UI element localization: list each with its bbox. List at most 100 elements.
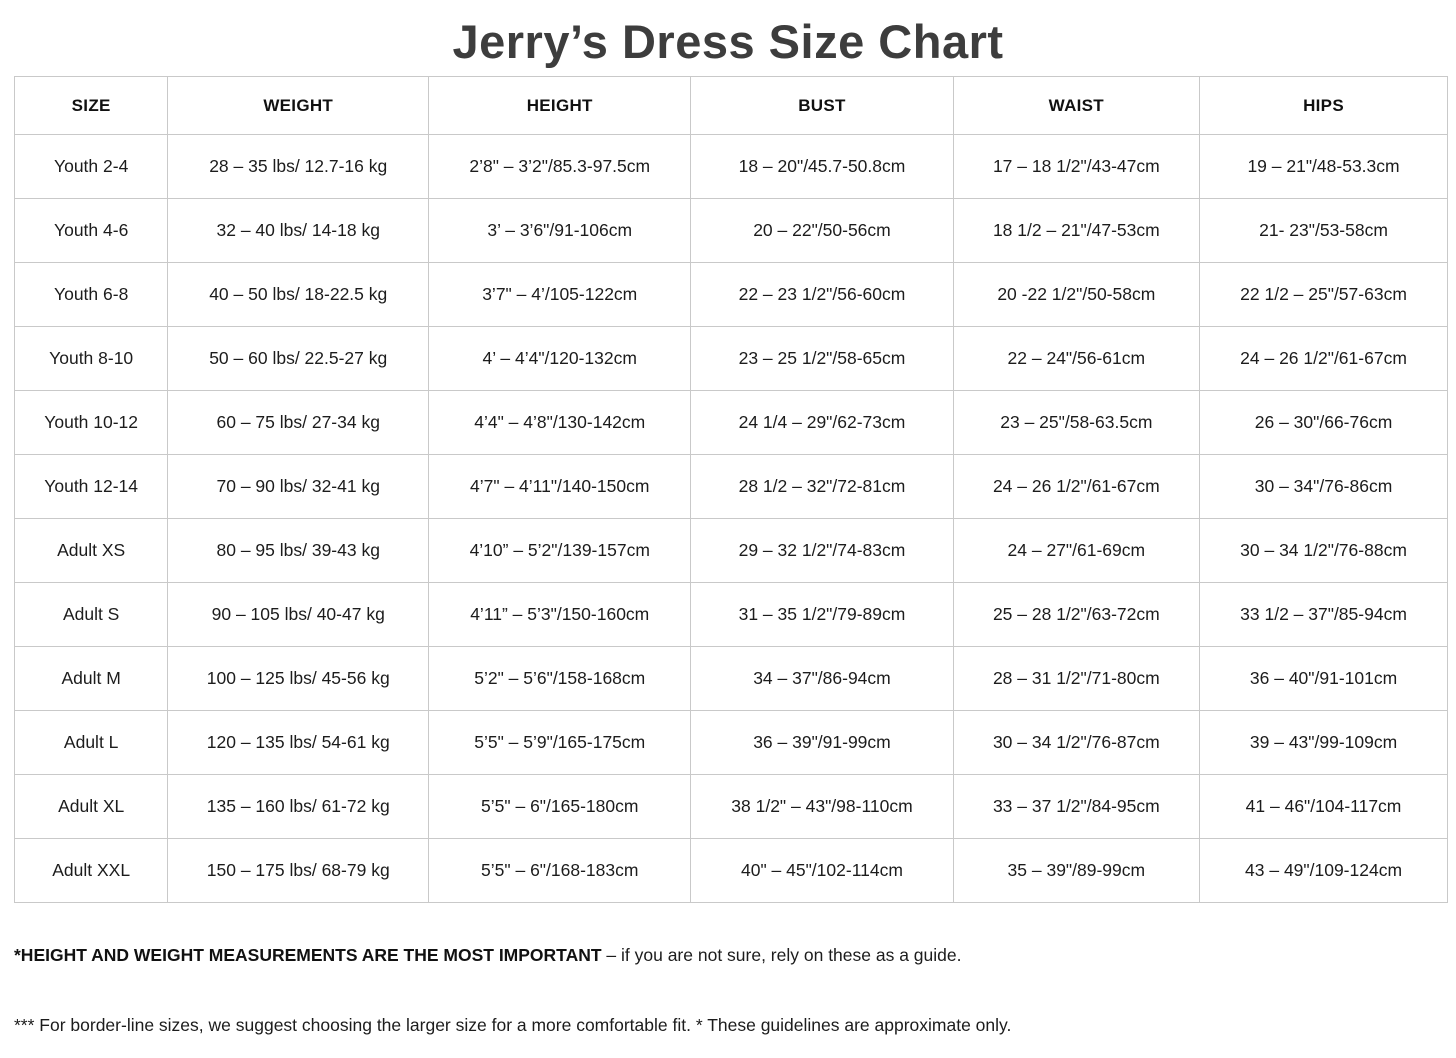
size-cell: Youth 12-14 xyxy=(13,454,169,519)
size-cell: Adult XS xyxy=(13,518,169,583)
table-row: Youth 8-10 50 – 60 lbs/ 22.5-27 kg 4’ – 4’… xyxy=(13,326,1448,391)
table-row: Youth 10-12 60 – 75 lbs/ 27-34 kg 4’4" – 4… xyxy=(13,390,1448,455)
table-cell: 26 – 30"/66-76cm xyxy=(1199,390,1448,455)
table-cell: 34 – 37"/86-94cm xyxy=(690,646,954,711)
size-cell: Youth 8-10 xyxy=(13,326,169,391)
table-cell: 60 – 75 lbs/ 27-34 kg xyxy=(167,390,430,455)
size-cell: Adult XXL xyxy=(13,838,169,903)
table-cell: 40 – 50 lbs/ 18-22.5 kg xyxy=(167,262,430,327)
table-cell: 150 – 175 lbs/ 68-79 kg xyxy=(167,838,430,903)
column-header-size: SIZE xyxy=(13,76,169,135)
table-row: Adult XL 135 – 160 lbs/ 61-72 kg 5’5" – 6"… xyxy=(13,774,1448,839)
table-cell: 43 – 49"/109-124cm xyxy=(1199,838,1448,903)
table-row: Adult XXL 150 – 175 lbs/ 68-79 kg 5’5" – 6… xyxy=(13,838,1448,903)
table-cell: 38 1/2" – 43"/98-110cm xyxy=(690,774,954,839)
table-cell: 22 – 24"/56-61cm xyxy=(952,326,1201,391)
size-cell: Youth 2-4 xyxy=(13,134,169,199)
table-cell: 4’11” – 5’3"/150-160cm xyxy=(428,582,692,647)
table-cell: 28 – 31 1/2"/71-80cm xyxy=(952,646,1201,711)
table-row: Adult S 90 – 105 lbs/ 40-47 kg 4’11” – 5’3… xyxy=(13,582,1448,647)
table-cell: 30 – 34 1/2"/76-87cm xyxy=(952,710,1201,775)
table-cell: 5’5" – 5’9"/165-175cm xyxy=(428,710,692,775)
table-row: Youth 12-14 70 – 90 lbs/ 32-41 kg 4’7" – 4… xyxy=(13,454,1448,519)
table-cell: 18 1/2 – 21"/47-53cm xyxy=(952,198,1201,263)
table-cell: 24 – 26 1/2"/61-67cm xyxy=(952,454,1201,519)
table-cell: 22 1/2 – 25"/57-63cm xyxy=(1199,262,1448,327)
table-cell: 4’10” – 5’2"/139-157cm xyxy=(428,518,692,583)
table-cell: 35 – 39"/89-99cm xyxy=(952,838,1201,903)
table-cell: 33 – 37 1/2"/84-95cm xyxy=(952,774,1201,839)
footnotes: *HEIGHT AND WEIGHT MEASUREMENTS ARE THE … xyxy=(14,944,1442,1037)
table-cell: 5’2" – 5’6"/158-168cm xyxy=(428,646,692,711)
table-cell: 5’5" – 6"/165-180cm xyxy=(428,774,692,839)
size-cell: Adult M xyxy=(13,646,169,711)
table-cell: 41 – 46"/104-117cm xyxy=(1199,774,1448,839)
table-cell: 24 1/4 – 29"/62-73cm xyxy=(690,390,954,455)
table-cell: 135 – 160 lbs/ 61-72 kg xyxy=(167,774,430,839)
size-cell: Youth 6-8 xyxy=(13,262,169,327)
table-cell: 20 – 22"/50-56cm xyxy=(690,198,954,263)
table-cell: 36 – 40"/91-101cm xyxy=(1199,646,1448,711)
size-cell: Adult XL xyxy=(13,774,169,839)
table-cell: 90 – 105 lbs/ 40-47 kg xyxy=(167,582,430,647)
table-cell: 24 – 26 1/2"/61-67cm xyxy=(1199,326,1448,391)
footnote-bold-text: *HEIGHT AND WEIGHT MEASUREMENTS ARE THE … xyxy=(14,945,602,965)
table-row: Youth 2-4 28 – 35 lbs/ 12.7-16 kg 2’8" – 3… xyxy=(13,134,1448,199)
table-cell: 31 – 35 1/2"/79-89cm xyxy=(690,582,954,647)
column-header-height: HEIGHT xyxy=(428,76,692,135)
table-cell: 4’4" – 4’8"/130-142cm xyxy=(428,390,692,455)
table-cell: 17 – 18 1/2"/43-47cm xyxy=(952,134,1201,199)
table-header: SIZE WEIGHT HEIGHT BUST WAIST HIPS xyxy=(13,76,1448,135)
table-cell: 39 – 43"/99-109cm xyxy=(1199,710,1448,775)
table-cell: 2’8" – 3’2"/85.3-97.5cm xyxy=(428,134,692,199)
table-cell: 80 – 95 lbs/ 39-43 kg xyxy=(167,518,430,583)
table-cell: 40" – 45"/102-114cm xyxy=(690,838,954,903)
table-cell: 23 – 25 1/2"/58-65cm xyxy=(690,326,954,391)
column-header-hips: HIPS xyxy=(1199,76,1448,135)
table-cell: 70 – 90 lbs/ 32-41 kg xyxy=(167,454,430,519)
table-body: Youth 2-4 28 – 35 lbs/ 12.7-16 kg 2’8" – 3… xyxy=(13,134,1448,903)
table-cell: 32 – 40 lbs/ 14-18 kg xyxy=(167,198,430,263)
table-cell: 33 1/2 – 37"/85-94cm xyxy=(1199,582,1448,647)
table-cell: 4’7" – 4’11"/140-150cm xyxy=(428,454,692,519)
table-cell: 24 – 27"/61-69cm xyxy=(952,518,1201,583)
footnote-borderline-sizes: *** For border-line sizes, we suggest ch… xyxy=(14,1014,1012,1035)
table-cell: 28 1/2 – 32"/72-81cm xyxy=(690,454,954,519)
table-cell: 120 – 135 lbs/ 54-61 kg xyxy=(167,710,430,775)
table-cell: 23 – 25"/58-63.5cm xyxy=(952,390,1201,455)
table-cell: 25 – 28 1/2"/63-72cm xyxy=(952,582,1201,647)
table-cell: 30 – 34"/76-86cm xyxy=(1199,454,1448,519)
table-row: Adult XS 80 – 95 lbs/ 39-43 kg 4’10” – 5’2… xyxy=(13,518,1448,583)
size-cell: Youth 4-6 xyxy=(13,198,169,263)
table-cell: 19 – 21"/48-53.3cm xyxy=(1199,134,1448,199)
size-cell: Adult S xyxy=(13,582,169,647)
table-cell: 20 -22 1/2"/50-58cm xyxy=(952,262,1201,327)
table-cell: 3’7" – 4’/105-122cm xyxy=(428,262,692,327)
table-row: Youth 4-6 32 – 40 lbs/ 14-18 kg 3’ – 3’6"/… xyxy=(13,198,1448,263)
column-header-bust: BUST xyxy=(690,76,954,135)
table-cell: 36 – 39"/91-99cm xyxy=(690,710,954,775)
table-cell: 30 – 34 1/2"/76-88cm xyxy=(1199,518,1448,583)
table-cell: 22 – 23 1/2"/56-60cm xyxy=(690,262,954,327)
size-chart-table: SIZE WEIGHT HEIGHT BUST WAIST HIPS Youth 2-4 2… xyxy=(13,76,1448,903)
table-cell: 4’ – 4’4"/120-132cm xyxy=(428,326,692,391)
column-header-waist: WAIST xyxy=(952,76,1201,135)
footnote-height-weight: *HEIGHT AND WEIGHT MEASUREMENTS ARE THE … xyxy=(14,944,1442,967)
table-cell: 18 – 20"/45.7-50.8cm xyxy=(690,134,954,199)
table-cell: 21- 23"/53-58cm xyxy=(1199,198,1448,263)
table-row: Adult M 100 – 125 lbs/ 45-56 kg 5’2" – 5’6… xyxy=(13,646,1448,711)
table-cell: 5’5" – 6"/168-183cm xyxy=(428,838,692,903)
table-cell: 29 – 32 1/2"/74-83cm xyxy=(690,518,954,583)
table-row: Adult L 120 – 135 lbs/ 54-61 kg 5’5" – 5’9… xyxy=(13,710,1448,775)
size-cell: Youth 10-12 xyxy=(13,390,169,455)
table-cell: 100 – 125 lbs/ 45-56 kg xyxy=(167,646,430,711)
table-row: Youth 6-8 40 – 50 lbs/ 18-22.5 kg 3’7" – 4… xyxy=(13,262,1448,327)
table-cell: 50 – 60 lbs/ 22.5-27 kg xyxy=(167,326,430,391)
page-title: Jerry’s Dress Size Chart xyxy=(452,15,1004,68)
footnote-regular-text: – if you are not sure, rely on these as … xyxy=(601,945,962,965)
header-row: SIZE WEIGHT HEIGHT BUST WAIST HIPS xyxy=(13,76,1448,135)
size-cell: Adult L xyxy=(13,710,169,775)
table-cell: 3’ – 3’6"/91-106cm xyxy=(428,198,692,263)
table-cell: 28 – 35 lbs/ 12.7-16 kg xyxy=(167,134,430,199)
